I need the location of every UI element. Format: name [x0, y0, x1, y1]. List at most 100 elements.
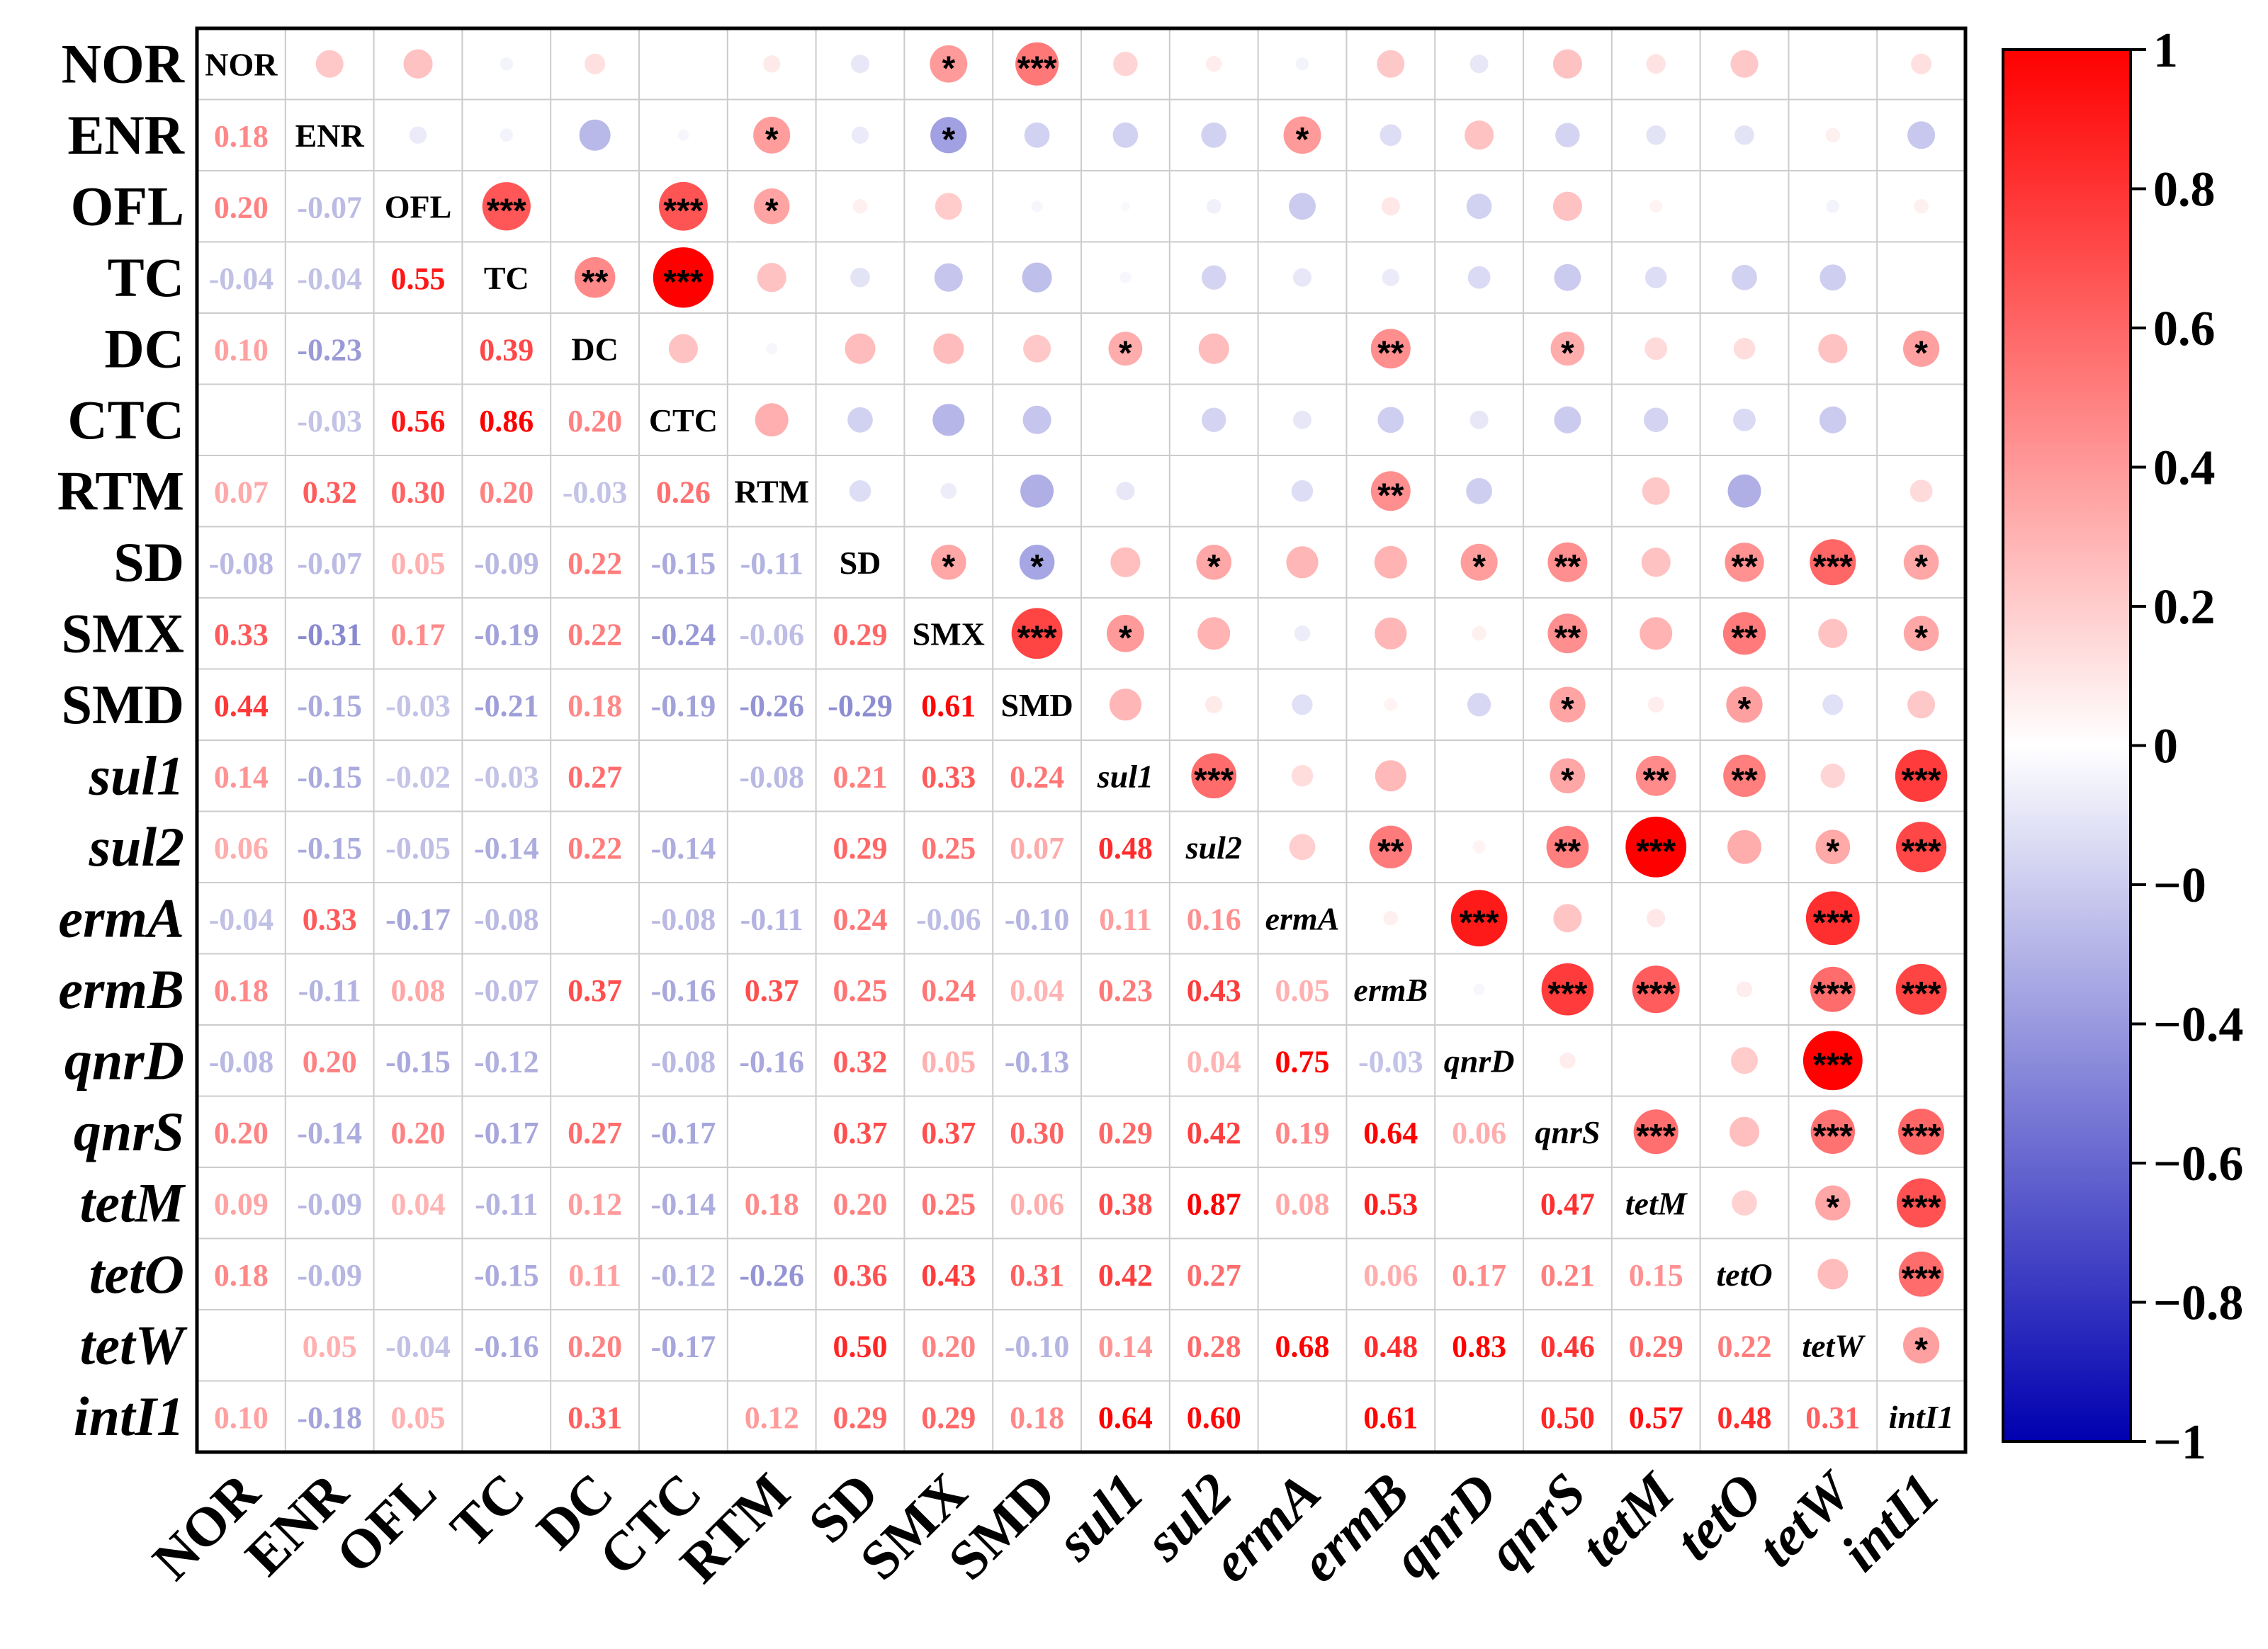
correlation-circle	[1818, 618, 1848, 648]
correlation-circle	[1546, 825, 1589, 868]
correlation-value: -0.15	[297, 831, 362, 866]
column-label: TC	[439, 1461, 536, 1559]
correlation-value: -0.15	[297, 688, 362, 723]
correlation-circle	[1113, 52, 1138, 76]
correlation-value: -0.11	[475, 1186, 538, 1221]
significance-stars: ***	[1902, 761, 1941, 799]
correlation-value: -0.15	[297, 759, 362, 794]
correlation-circle	[1898, 1109, 1945, 1155]
correlation-value: 0.33	[921, 759, 976, 794]
correlation-circle	[1643, 407, 1669, 432]
correlation-circle	[1559, 1052, 1576, 1069]
correlation-value: 0.19	[1275, 1116, 1330, 1150]
correlation-circle	[757, 263, 786, 293]
correlation-value: 0.29	[1629, 1329, 1683, 1364]
correlation-circle	[935, 193, 962, 220]
correlation-circle	[1472, 840, 1486, 854]
correlation-circle	[1647, 909, 1666, 928]
correlation-value: -0.06	[739, 617, 804, 652]
correlation-circle	[1553, 904, 1582, 933]
correlation-value: 0.28	[1187, 1329, 1241, 1364]
correlation-circle	[933, 333, 964, 364]
correlation-value: 0.48	[1363, 1329, 1418, 1364]
correlation-value: 0.18	[745, 1186, 799, 1221]
correlation-circle	[1907, 691, 1936, 719]
correlation-value: 0.20	[568, 1329, 622, 1364]
correlation-value: 0.22	[568, 546, 622, 581]
correlation-value: 0.50	[1540, 1400, 1595, 1435]
correlation-circle	[1726, 686, 1763, 723]
significance-stars: ***	[1813, 904, 1853, 941]
correlation-circle	[1896, 1178, 1946, 1228]
correlation-value: -0.14	[474, 831, 539, 866]
row-label: DC	[104, 317, 184, 379]
significance-stars: ***	[1902, 1118, 1941, 1155]
colorbar-tick-label: −0.4	[2153, 998, 2243, 1053]
correlation-value: 0.36	[833, 1258, 888, 1293]
correlation-value: 0.25	[833, 973, 888, 1008]
correlation-value: -0.19	[474, 617, 539, 652]
correlation-circle	[1633, 1109, 1679, 1155]
correlation-circle	[315, 50, 344, 78]
correlation-value: -0.07	[474, 973, 539, 1008]
significance-stars: **	[1731, 761, 1758, 799]
correlation-value: 0.06	[1363, 1258, 1418, 1293]
diagonal-label: tetO	[1716, 1257, 1772, 1293]
correlation-circle	[1019, 544, 1055, 580]
diagonal-label: ermA	[1265, 900, 1340, 936]
correlation-circle	[1647, 696, 1664, 713]
significance-stars: ***	[1813, 1118, 1853, 1155]
correlation-value: -0.04	[385, 1329, 451, 1364]
correlation-value: 0.33	[303, 902, 357, 936]
correlation-circle	[1201, 122, 1227, 148]
correlation-circle	[1723, 754, 1766, 798]
correlation-value: 0.07	[1010, 831, 1064, 866]
correlation-value: -0.11	[740, 546, 803, 581]
row-label: sul1	[89, 744, 184, 806]
correlation-value: 0.37	[568, 973, 622, 1008]
row-label: tetM	[80, 1172, 186, 1233]
significance-stars: *	[1030, 548, 1044, 586]
correlation-value: -0.08	[739, 759, 804, 794]
correlation-circle	[1815, 1185, 1851, 1221]
correlation-circle	[1375, 617, 1407, 650]
correlation-value: -0.21	[474, 688, 539, 723]
correlation-circle	[1292, 268, 1312, 287]
correlation-circle	[500, 57, 513, 71]
correlation-value: -0.11	[740, 902, 803, 936]
correlation-value: -0.17	[651, 1329, 716, 1364]
correlation-circle	[1370, 471, 1411, 511]
correlation-circle	[1381, 197, 1400, 216]
correlation-circle	[766, 343, 778, 355]
correlation-circle	[1550, 758, 1586, 794]
significance-stars: *	[1561, 334, 1574, 372]
correlation-value: 0.06	[1452, 1116, 1506, 1150]
significance-stars: ***	[1017, 50, 1057, 87]
correlation-circle	[1020, 474, 1054, 508]
correlation-circle	[930, 117, 967, 154]
significance-stars: *	[942, 548, 955, 586]
correlation-circle	[1466, 193, 1492, 220]
correlation-value: -0.10	[1005, 1329, 1070, 1364]
correlation-value: -0.10	[1005, 902, 1070, 936]
correlation-value: 0.60	[1187, 1400, 1241, 1435]
correlation-value: 0.23	[1098, 973, 1153, 1008]
correlation-value: 0.09	[214, 1186, 269, 1221]
row-label: tetO	[89, 1243, 184, 1305]
correlation-value: 0.48	[1098, 831, 1153, 866]
significance-stars: **	[1731, 548, 1758, 586]
correlation-value: 0.05	[1275, 973, 1330, 1008]
correlation-circle	[1895, 963, 1947, 1015]
correlation-value: 0.46	[1540, 1329, 1595, 1364]
correlation-circle	[1729, 1116, 1760, 1147]
significance-stars: *	[1826, 833, 1839, 871]
significance-stars: **	[1643, 761, 1670, 799]
correlation-circle	[851, 126, 869, 144]
correlation-value: 0.42	[1098, 1258, 1153, 1293]
correlation-circle	[1732, 264, 1757, 290]
colorbar-tick-label: −0	[2153, 858, 2206, 913]
correlation-value: 0.05	[391, 546, 446, 581]
correlation-circle	[1805, 891, 1860, 946]
diagonal-label: DC	[571, 331, 618, 367]
correlation-value: -0.23	[297, 332, 362, 367]
